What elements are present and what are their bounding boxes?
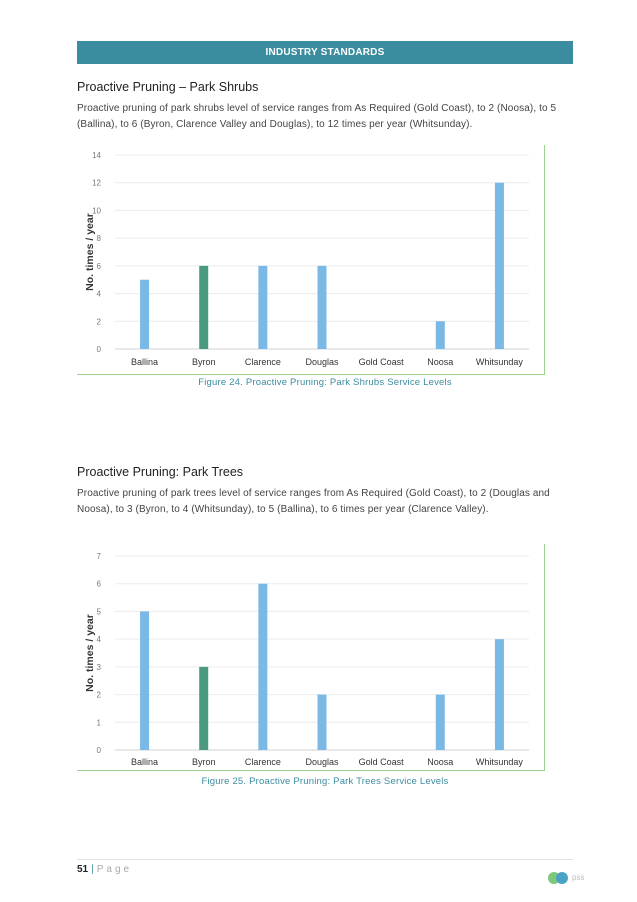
y-tick-label: 1 xyxy=(97,718,102,727)
y-axis-label: No. times / year xyxy=(84,213,96,291)
y-tick-label: 5 xyxy=(97,607,102,616)
x-tick-label: Whitsunday xyxy=(476,357,524,367)
bar-douglas xyxy=(317,694,327,750)
chart-trees: 0 1 2 3 4 5 6 7 Ballina Byron Clarence Douglas Gold… xyxy=(77,544,545,771)
section-title-trees: Proactive Pruning: Park Trees xyxy=(77,465,244,479)
header-bar: INDUSTRY STANDARDS xyxy=(77,41,573,64)
page-separator: | xyxy=(91,864,94,875)
y-tick-label: 2 xyxy=(97,317,102,326)
bar-douglas xyxy=(317,265,327,349)
x-tick-label: Noosa xyxy=(427,757,453,767)
y-tick-label: 0 xyxy=(97,345,102,354)
y-tick-label: 6 xyxy=(97,580,102,589)
company-logo: pss xyxy=(548,870,593,886)
bar-whitsunday xyxy=(494,182,504,349)
x-tick-label: Ballina xyxy=(131,357,158,367)
page-number: 51 xyxy=(77,864,89,875)
section-body-shrubs: Proactive pruning of park shrubs level o… xyxy=(77,103,557,130)
logo-text: pss xyxy=(572,873,585,882)
page-label: Page xyxy=(96,864,133,875)
y-tick-label: 4 xyxy=(97,290,102,299)
x-tick-label: Clarence xyxy=(245,357,281,367)
y-tick-label: 10 xyxy=(92,206,101,215)
y-axis-label: No. times / year xyxy=(84,614,96,692)
x-tick-label: Byron xyxy=(192,357,216,367)
logo-dot-blue xyxy=(556,872,568,884)
bar-clarence xyxy=(258,265,268,349)
footer-divider xyxy=(77,859,573,860)
y-tick-label: 7 xyxy=(97,552,102,561)
footer-page-number: 51 | Page xyxy=(77,864,132,875)
y-tick-label: 3 xyxy=(97,663,102,672)
section-title-shrubs: Proactive Pruning – Park Shrubs xyxy=(77,80,259,94)
header-title: INDUSTRY STANDARDS xyxy=(265,47,385,58)
x-tick-label: Whitsunday xyxy=(476,757,524,767)
x-tick-label: Douglas xyxy=(305,757,339,767)
bar-byron xyxy=(199,666,209,750)
x-tick-label: Byron xyxy=(192,757,216,767)
x-tick-label: Ballina xyxy=(131,757,158,767)
figure-caption-24: Figure 24. Proactive Pruning: Park Shrub… xyxy=(198,377,452,388)
bar-noosa xyxy=(435,321,445,349)
bar-clarence xyxy=(258,583,268,750)
section-body-trees: Proactive pruning of park trees level of… xyxy=(77,488,550,515)
x-tick-label: Clarence xyxy=(245,757,281,767)
y-tick-label: 6 xyxy=(97,262,102,271)
bar-whitsunday xyxy=(494,639,504,750)
chart-shrubs-svg: 0 2 4 6 8 10 12 14 Ballina Byron Clarence Douglas G… xyxy=(84,151,529,367)
chart-trees-svg: 0 1 2 3 4 5 6 7 Ballina Byron Clarence Douglas Gold… xyxy=(84,552,529,767)
y-tick-label: 12 xyxy=(92,179,101,188)
x-tick-label: Noosa xyxy=(427,357,453,367)
y-tick-label: 0 xyxy=(97,746,102,755)
y-tick-label: 8 xyxy=(97,234,102,243)
x-tick-label: Gold Coast xyxy=(359,357,405,367)
x-tick-label: Douglas xyxy=(305,357,339,367)
bar-ballina xyxy=(140,279,150,349)
bar-noosa xyxy=(435,694,445,750)
figure-caption-25: Figure 25. Proactive Pruning: Park Trees… xyxy=(201,776,449,787)
chart-shrubs: 0 2 4 6 8 10 12 14 Ballina Byron Clarence Douglas G… xyxy=(77,145,545,375)
y-tick-label: 4 xyxy=(97,635,102,644)
y-tick-label: 14 xyxy=(92,151,101,160)
x-tick-label: Gold Coast xyxy=(359,757,405,767)
bar-byron xyxy=(199,265,209,349)
y-tick-label: 2 xyxy=(97,691,102,700)
bar-ballina xyxy=(140,611,150,750)
